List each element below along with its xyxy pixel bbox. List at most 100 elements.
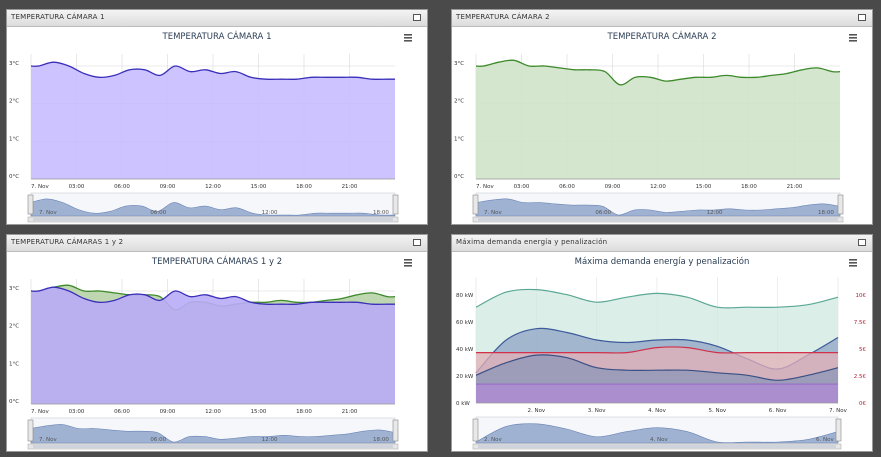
navigator-tick-label: 7. Nov xyxy=(39,210,57,216)
series-line xyxy=(475,288,839,309)
x-tick-label: 6. Nov xyxy=(769,408,787,414)
x-tick-label: 7. Nov xyxy=(476,184,494,190)
navigator-scrollbar-thumb[interactable] xyxy=(478,445,836,448)
panel-header-title: TEMPERATURA CÁMARA 2 xyxy=(456,13,550,21)
y-tick-label: 3°C xyxy=(9,61,19,67)
chart-title: TEMPERATURA CÁMARA 2 xyxy=(607,30,717,42)
x-tick-label: 06:00 xyxy=(114,409,130,415)
x-tick-label: 09:00 xyxy=(605,184,621,190)
series-line xyxy=(476,346,838,354)
navigator-tick-label: 4. Nov xyxy=(650,437,668,443)
menu-icon[interactable] xyxy=(849,34,857,42)
panel-header: TEMPERATURA CÁMARA 1 xyxy=(7,10,427,27)
x-tick-label: 03:00 xyxy=(514,184,530,190)
series-area xyxy=(31,62,395,180)
x-tick-label: 18:00 xyxy=(296,184,312,190)
navigator-series xyxy=(30,198,396,217)
panel-camara-1: TEMPERATURA CÁMARA 1 TEMPERATURA CÁMARA … xyxy=(6,9,428,225)
x-tick-label: 3. Nov xyxy=(588,408,606,414)
x-tick-label: 18:00 xyxy=(296,409,312,415)
menu-icon-bar xyxy=(849,40,857,42)
maximize-icon[interactable] xyxy=(858,239,866,246)
menu-icon-bar xyxy=(404,262,412,264)
menu-icon[interactable] xyxy=(849,259,857,267)
navigator-handle-left[interactable] xyxy=(27,419,34,442)
panel-header-title: TEMPERATURA CÁMARAS 1 y 2 xyxy=(11,238,124,246)
x-tick-label: 15:00 xyxy=(251,184,267,190)
panel-maxima-demanda: Máxima demanda energía y penalización Má… xyxy=(451,234,873,452)
navigator-handle-right[interactable] xyxy=(392,419,399,442)
x-tick-label: 2. Nov xyxy=(527,408,545,414)
navigator-scrollbar-thumb[interactable] xyxy=(33,445,393,448)
navigator-handle-right[interactable] xyxy=(392,194,399,215)
y-tick-label: 0 kW xyxy=(456,401,470,407)
navigator-tick-label: 7. Nov xyxy=(39,437,57,443)
y-tick-label: 3°C xyxy=(9,286,19,292)
menu-icon[interactable] xyxy=(404,259,412,267)
menu-icon-bar xyxy=(849,259,857,261)
maximize-icon[interactable] xyxy=(413,14,421,21)
x-tick-label: 4. Nov xyxy=(648,408,666,414)
navigator-handle-left[interactable] xyxy=(27,194,34,215)
menu-icon-bar xyxy=(404,259,412,261)
x-tick-label: 21:00 xyxy=(342,184,358,190)
x-tick-label: 03:00 xyxy=(69,184,85,190)
x-tick-label: 09:00 xyxy=(160,184,176,190)
maximize-icon[interactable] xyxy=(413,239,421,246)
menu-icon-bar xyxy=(849,34,857,36)
menu-icon[interactable] xyxy=(404,34,412,42)
x-tick-label: 21:00 xyxy=(342,409,358,415)
navigator-tick-label: 2. Nov xyxy=(484,437,502,443)
y-tick-label: 2°C xyxy=(9,99,19,105)
navigator-scrollbar-thumb[interactable] xyxy=(33,218,393,221)
panel-header: TEMPERATURA CÁMARAS 1 y 2 xyxy=(7,235,427,252)
panel-header-title: TEMPERATURA CÁMARA 1 xyxy=(11,13,105,21)
menu-icon-bar xyxy=(849,265,857,267)
navigator-tick-label: 18:00 xyxy=(373,437,389,443)
chart-camara-1: TEMPERATURA CÁMARA 1 7. Nov 03:00 06:00 09:0… xyxy=(9,30,412,223)
y-tick-label: 2°C xyxy=(454,99,464,105)
y-tick-label: 1°C xyxy=(9,136,19,142)
navigator-tick-label: 06:00 xyxy=(150,437,166,443)
series-area xyxy=(31,287,395,404)
x-tick-label: 7. Nov xyxy=(31,409,49,415)
navigator-tick-label: 12:00 xyxy=(262,210,278,216)
navigator-handle-right[interactable] xyxy=(835,418,842,442)
y-tick-label: 20 kW xyxy=(456,374,474,380)
navigator-tick-label: 12:00 xyxy=(262,437,278,443)
navigator-tick-label: 18:00 xyxy=(818,210,834,216)
navigator-series xyxy=(475,423,839,444)
chart-title: TEMPERATURA CÁMARA 1 xyxy=(162,30,272,42)
x-tick-label: 06:00 xyxy=(559,184,575,190)
panel-header: Máxima demanda energía y penalización xyxy=(452,235,872,252)
y-tick-label: 2°C xyxy=(9,324,19,330)
navigator-scrollbar-thumb[interactable] xyxy=(478,218,838,221)
navigator-tick-label: 06:00 xyxy=(595,210,611,216)
navigator-handle-right[interactable] xyxy=(837,194,844,215)
navigator-tick-label: 06:00 xyxy=(150,210,166,216)
menu-icon-bar xyxy=(404,34,412,36)
series-line xyxy=(30,61,395,80)
menu-icon-bar xyxy=(404,37,412,39)
x-tick-label: 21:00 xyxy=(787,184,803,190)
y2-tick-label: 7.5€ xyxy=(854,320,867,326)
maximize-icon[interactable] xyxy=(858,14,866,21)
navigator-handle-left[interactable] xyxy=(472,194,479,215)
x-tick-label: 12:00 xyxy=(205,409,221,415)
series-area xyxy=(476,384,838,403)
y2-tick-label: 5€ xyxy=(859,347,866,353)
navigator-tick-label: 12:00 xyxy=(707,210,723,216)
navigator-series xyxy=(475,198,841,217)
y-tick-label: 3°C xyxy=(454,61,464,67)
panel-header-title: Máxima demanda energía y penalización xyxy=(456,238,608,246)
navigator-series xyxy=(30,424,396,444)
navigator-handle-left[interactable] xyxy=(472,418,479,442)
y2-tick-label: 10€ xyxy=(856,293,867,299)
x-tick-label: 03:00 xyxy=(69,409,85,415)
x-tick-label: 18:00 xyxy=(741,184,757,190)
y-tick-label: 1°C xyxy=(9,361,19,367)
navigator-tick-label: 18:00 xyxy=(373,210,389,216)
chart-title: TEMPERATURA CÁMARAS 1 y 2 xyxy=(151,255,282,267)
y-tick-label: 0°C xyxy=(9,174,19,180)
chart-maxima-demanda: Máxima demanda energía y penalización 2. … xyxy=(456,256,867,450)
